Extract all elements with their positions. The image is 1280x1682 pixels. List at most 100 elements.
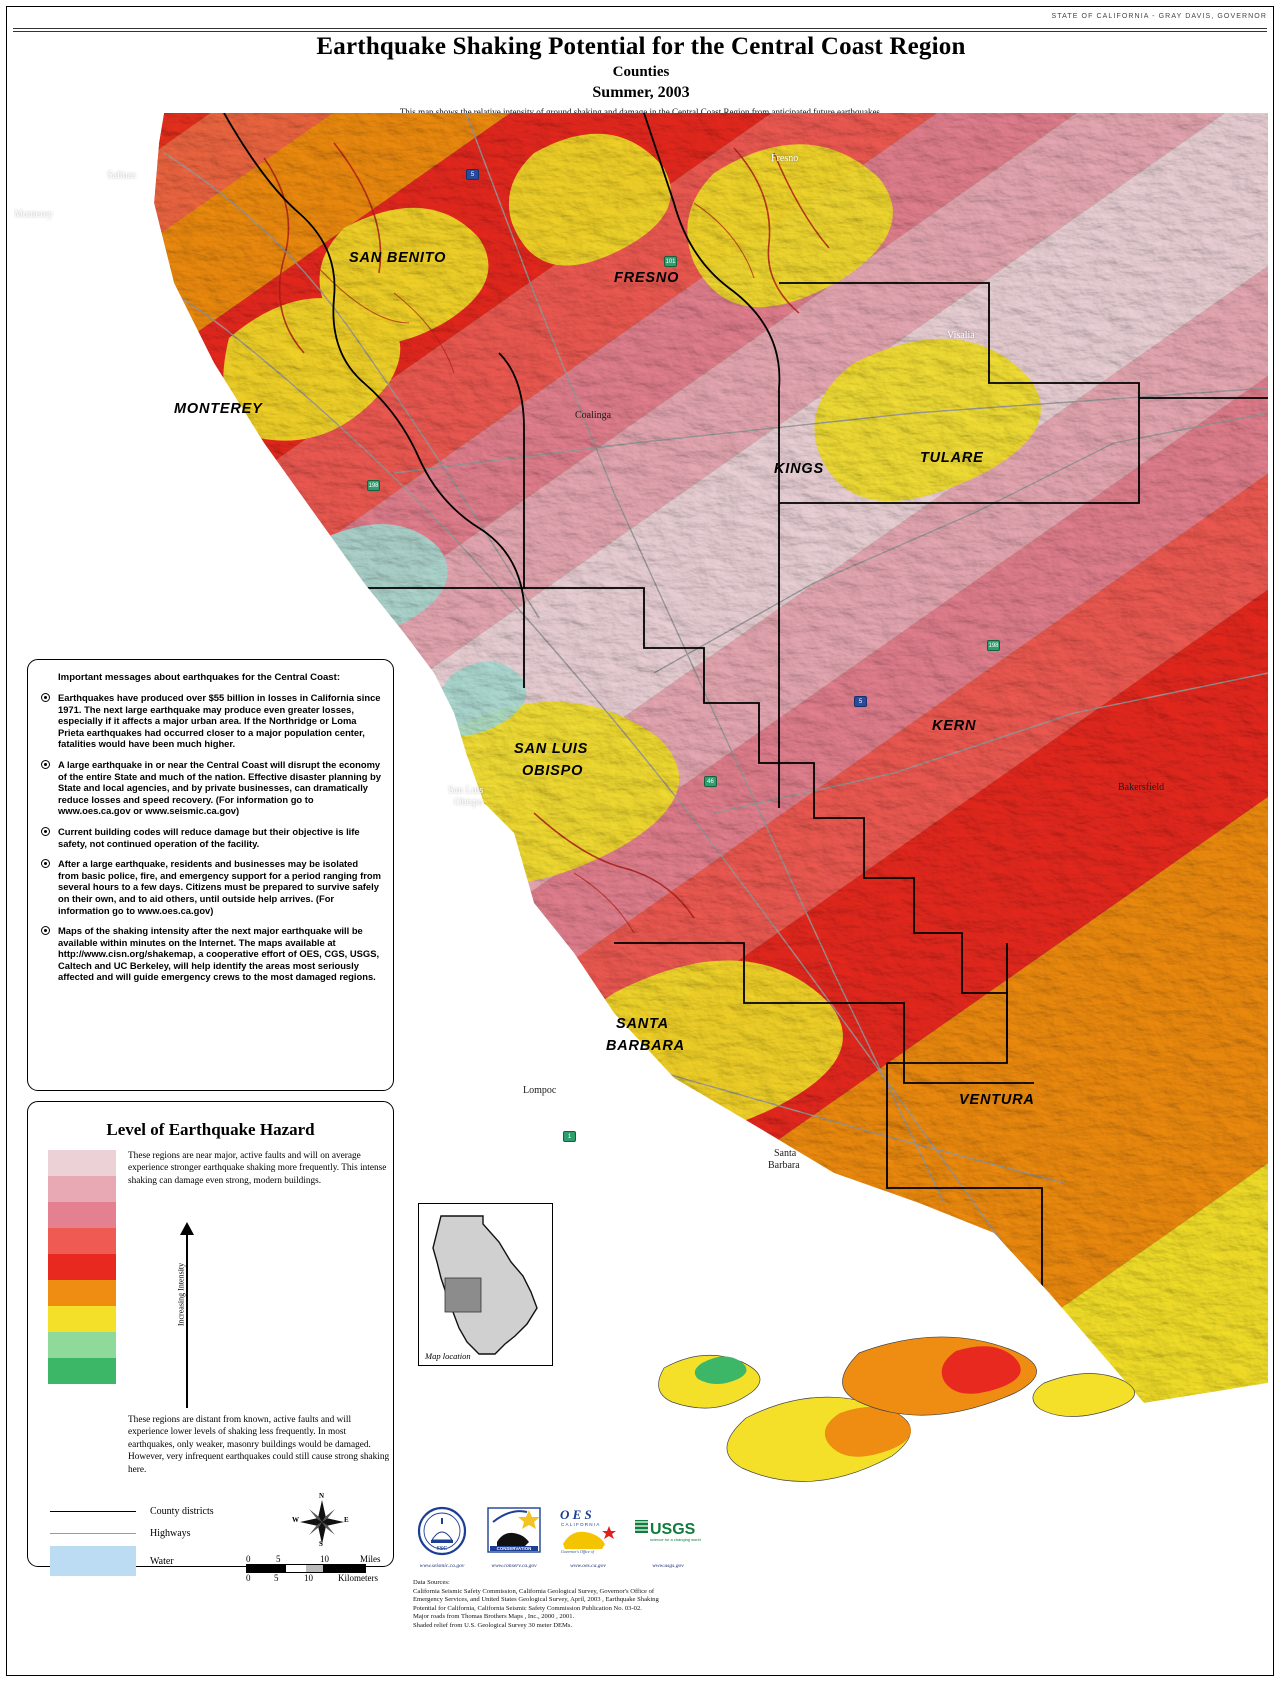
scale-km-ticks: 0 5 10 Kilometers: [246, 1573, 392, 1583]
bullet-icon: [41, 759, 50, 769]
compass-s: S: [319, 1540, 323, 1548]
message-text: Current building codes will reduce damag…: [58, 825, 360, 849]
tick: 0: [246, 1573, 251, 1583]
title-block: Earthquake Shaking Potential for the Cen…: [7, 33, 1273, 117]
message-item: After a large earthquake, residents and …: [40, 858, 381, 916]
legend-description-low: These regions are distant from known, ac…: [128, 1415, 390, 1475]
agency-logos: SSC www.seismic.ca.gov CONSERVATION www.…: [413, 1506, 743, 1569]
legend-description-high: These regions are near major, active fau…: [128, 1151, 387, 1186]
page-season: Summer, 2003: [592, 83, 690, 101]
hazard-swatch: [48, 1228, 116, 1254]
inset-location-map: Map location: [418, 1203, 553, 1366]
channel-islands: [658, 1336, 1135, 1482]
map-key: County districts Highways Water: [50, 1500, 280, 1578]
message-item: A large earthquake in or near the Centra…: [40, 759, 381, 817]
california-outline-icon: [432, 1215, 538, 1355]
compass-w: W: [292, 1516, 299, 1524]
tick: 10: [320, 1554, 329, 1564]
tick: 5: [274, 1573, 279, 1583]
highway-line-icon: [50, 1532, 136, 1534]
key-row-highways: Highways: [50, 1522, 280, 1544]
bullet-icon: [41, 859, 50, 869]
tick: 0: [246, 1554, 251, 1564]
map-poster: STATE OF CALIFORNIA - GRAY DAVIS, GOVERN…: [6, 6, 1274, 1676]
logo-url[interactable]: www.oes.ca.gov: [570, 1563, 606, 1569]
arrow-label: Increasing Intensity: [176, 1262, 186, 1327]
svg-text:Governor's Office of: Governor's Office of: [561, 1549, 595, 1554]
svg-text:CALIFORNIA: CALIFORNIA: [561, 1522, 601, 1527]
message-item: Earthquakes have produced over $55 billi…: [40, 692, 381, 750]
logo-url[interactable]: www.seismic.ca.gov: [419, 1563, 465, 1569]
logo-url[interactable]: www.usgs.gov: [652, 1563, 684, 1569]
hazard-swatch: [48, 1332, 116, 1358]
hazard-swatch: [48, 1202, 116, 1228]
logo-url[interactable]: www.conserv.ca.gov: [491, 1563, 537, 1569]
oes-california-logo: O E S CALIFORNIA Governor's Office of ww…: [557, 1506, 619, 1569]
inset-label: Map location: [425, 1351, 471, 1361]
sources-line: California Seismic Safety Commission, Ca…: [413, 1587, 655, 1595]
hazard-swatch: [48, 1280, 116, 1306]
ssc-seal-icon: SSC: [417, 1506, 467, 1556]
hazard-swatch: [48, 1150, 116, 1176]
sources-label: Data Sources:: [413, 1579, 450, 1586]
oes-bear-icon: O E S CALIFORNIA Governor's Office of: [560, 1507, 616, 1554]
svg-text:USGS: USGS: [650, 1521, 696, 1538]
tick: 5: [276, 1554, 281, 1564]
sources-line: Shaded relief from U.S. Geological Surve…: [413, 1621, 573, 1629]
highway-shield-icon: 1: [563, 1131, 576, 1142]
usgs-logo: USGS science for a changing world www.us…: [633, 1506, 703, 1569]
hazard-swatch: [48, 1358, 116, 1384]
message-text: Earthquakes have produced over $55 billi…: [58, 692, 381, 750]
header-rule: [13, 28, 1267, 32]
sources-line: Potential for California, California Sei…: [413, 1604, 642, 1612]
arrow-head-icon: [180, 1222, 194, 1235]
sources-line: Major roads from Thomas Brothers Maps , …: [413, 1613, 575, 1621]
highway-shield-icon: 198: [367, 480, 380, 491]
scale-unit-miles: Miles: [360, 1554, 381, 1564]
highway-shield-icon: 46: [704, 776, 717, 787]
tick: 10: [304, 1573, 313, 1583]
highway-shield-icon: 101: [664, 256, 677, 267]
message-item: Current building codes will reduce damag…: [40, 826, 381, 849]
highway-shield-icon: 5: [854, 696, 867, 707]
water-swatch-icon: [50, 1546, 136, 1576]
hazard-swatch: [48, 1254, 116, 1280]
bullet-icon: [41, 926, 50, 936]
seismic-safety-commission-logo: SSC www.seismic.ca.gov: [413, 1506, 471, 1569]
message-text: After a large earthquake, residents and …: [58, 858, 381, 916]
highway-shield-icon: 5: [466, 169, 479, 180]
bullet-icon: [41, 693, 50, 702]
scale-unit-km: Kilometers: [338, 1573, 378, 1583]
data-sources: Data Sources: California Seismic Safety …: [413, 1579, 743, 1631]
key-label: Highways: [150, 1527, 191, 1539]
svg-text:CONSERVATION: CONSERVATION: [497, 1546, 532, 1551]
highway-shield-icon: 198: [987, 640, 1000, 651]
page-subtitle: Counties: [612, 63, 670, 80]
scale-bars: 0 5 10 Miles 0 5 10 Kilometers: [246, 1554, 392, 1583]
key-row-water: Water: [50, 1544, 280, 1578]
increasing-intensity-arrow: Increasing Intensity: [172, 1222, 202, 1408]
california-conservation-logo: CONSERVATION www.conserv.ca.gov: [485, 1506, 543, 1569]
page-description: This map shows the relative intensity of…: [399, 106, 883, 117]
scale-miles-ticks: 0 5 10 Miles: [246, 1554, 392, 1564]
page-title: Earthquake Shaking Potential for the Cen…: [316, 33, 966, 60]
compass-rose: N S E W: [280, 1492, 364, 1558]
message-text: Maps of the shaking intensity after the …: [58, 925, 380, 983]
hazard-swatch: [48, 1176, 116, 1202]
scale-bar-graphic: [246, 1564, 366, 1573]
cgs-bear-icon: CONSERVATION: [487, 1507, 541, 1553]
legend-title: Level of Earthquake Hazard: [106, 1120, 315, 1139]
messages-heading: Important messages about earthquakes for…: [58, 672, 341, 683]
svg-text:science for a changing world: science for a changing world: [650, 1537, 701, 1542]
svg-text:SSC: SSC: [436, 1546, 447, 1552]
compass-star-icon: [300, 1500, 344, 1544]
key-label: County districts: [150, 1505, 214, 1517]
legend-panel: Level of Earthquake Hazard These regions…: [27, 1101, 394, 1583]
usgs-mark-icon: USGS science for a changing world: [635, 1520, 701, 1542]
bullet-icon: [41, 826, 50, 836]
arrow-shaft: [186, 1232, 188, 1408]
key-label: Water: [150, 1555, 174, 1567]
sources-line: Emergency Services, and United States Ge…: [413, 1596, 659, 1604]
message-item: Maps of the shaking intensity after the …: [40, 925, 381, 983]
key-row-county-districts: County districts: [50, 1500, 280, 1522]
